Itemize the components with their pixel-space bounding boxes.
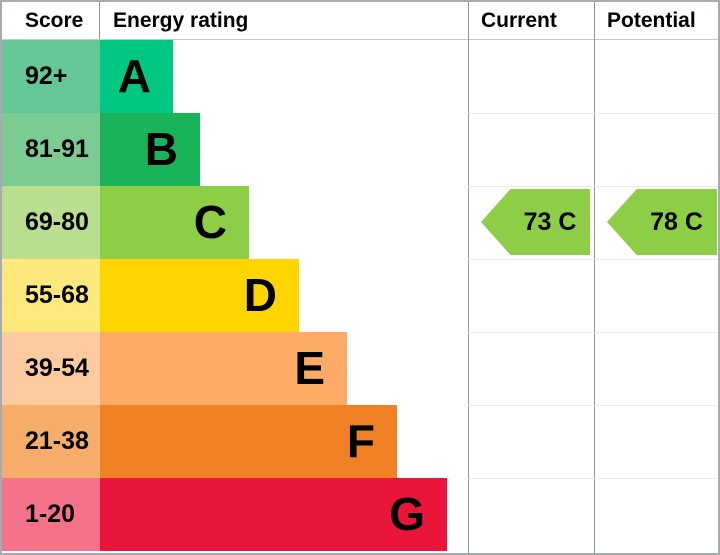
row-boundary-line xyxy=(468,186,718,187)
band-d-bar: D xyxy=(100,259,299,332)
score-column-divider xyxy=(99,2,100,39)
potential-rating-arrow: 78 C xyxy=(607,189,717,255)
current-rating-value: 73 C xyxy=(523,207,577,236)
current-rating-arrow: 73 C xyxy=(481,189,590,255)
potential-column-header: Potential xyxy=(607,9,696,32)
energy-rating-column-header: Energy rating xyxy=(113,9,249,32)
band-f-bar: F xyxy=(100,405,397,478)
potential-rating-value: 78 C xyxy=(650,207,703,236)
row-boundary-line xyxy=(468,259,718,260)
header-divider-line xyxy=(2,39,718,40)
current-column-divider xyxy=(468,2,469,553)
band-b-score-range: 81-91 xyxy=(2,113,100,186)
band-g-bar: G xyxy=(100,478,447,551)
row-boundary-line xyxy=(468,113,718,114)
band-b-bar: B xyxy=(100,113,200,186)
band-f-score-range: 21-38 xyxy=(2,405,100,478)
band-c-bar: C xyxy=(100,186,249,259)
row-boundary-line xyxy=(468,405,718,406)
band-d-score-range: 55-68 xyxy=(2,259,100,332)
band-a-bar: A xyxy=(100,40,173,113)
band-e-score-range: 39-54 xyxy=(2,332,100,405)
band-a-score-range: 92+ xyxy=(2,40,100,113)
current-column-header: Current xyxy=(481,9,557,32)
band-e-bar: E xyxy=(100,332,347,405)
band-c-score-range: 69-80 xyxy=(2,186,100,259)
row-boundary-line xyxy=(468,332,718,333)
row-boundary-line xyxy=(468,478,718,479)
potential-column-divider xyxy=(594,2,595,553)
band-g-score-range: 1-20 xyxy=(2,478,100,551)
score-column-header: Score xyxy=(25,9,84,32)
